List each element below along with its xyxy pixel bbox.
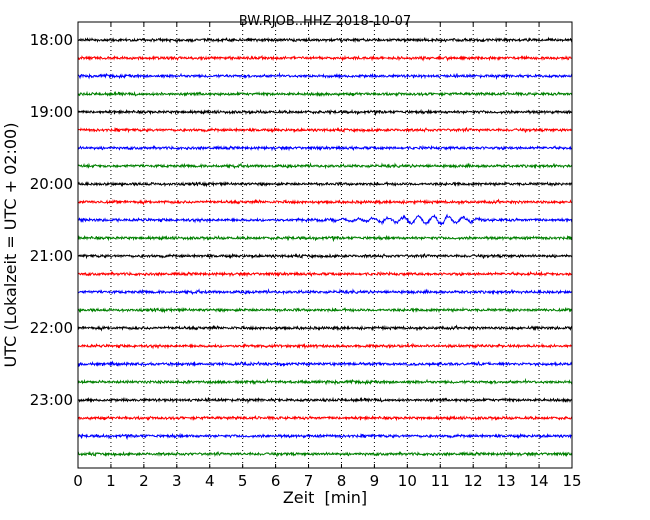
y-tick-label: 18:00 bbox=[30, 31, 73, 49]
x-tick-label: 6 bbox=[271, 472, 281, 490]
seismic-trace bbox=[77, 126, 573, 134]
seismic-trace bbox=[77, 432, 573, 441]
y-tick-label: 23:00 bbox=[30, 391, 73, 409]
x-tick-label: 12 bbox=[464, 472, 483, 490]
x-axis: 0 1 2 3 4 5 6 7 8 9 10 11 12 13 14 15 bbox=[73, 22, 582, 490]
seismic-trace bbox=[77, 213, 573, 226]
seismic-trace bbox=[77, 396, 573, 404]
seismic-trace bbox=[77, 270, 573, 278]
y-axis-label: UTC (Lokalzeit = UTC + 02:00) bbox=[1, 123, 20, 368]
y-tick-label: 20:00 bbox=[30, 175, 73, 193]
y-tick-label: 19:00 bbox=[30, 103, 73, 121]
x-tick-label: 14 bbox=[530, 472, 549, 490]
seismic-trace bbox=[77, 180, 573, 188]
seismic-trace bbox=[77, 342, 573, 350]
seismic-trace bbox=[77, 288, 573, 296]
seismic-trace bbox=[77, 377, 573, 386]
x-tick-label: 10 bbox=[398, 472, 417, 490]
x-tick-label: 5 bbox=[238, 472, 248, 490]
x-tick-label: 1 bbox=[106, 472, 116, 490]
seismic-trace bbox=[77, 360, 573, 368]
x-tick-label: 13 bbox=[497, 472, 516, 490]
x-tick-label: 8 bbox=[337, 472, 347, 490]
seismic-trace bbox=[77, 324, 573, 332]
y-tick-label: 22:00 bbox=[30, 319, 73, 337]
seismic-trace bbox=[77, 252, 573, 260]
x-tick-label: 7 bbox=[304, 472, 314, 490]
x-tick-label: 4 bbox=[205, 472, 215, 490]
x-axis-label: Zeit [min] bbox=[283, 488, 367, 507]
x-tick-label: 0 bbox=[73, 472, 83, 490]
seismic-trace bbox=[77, 90, 573, 98]
seismic-trace bbox=[77, 36, 573, 45]
x-tick-label: 15 bbox=[562, 472, 581, 490]
seismic-trace bbox=[77, 450, 573, 458]
seismic-trace bbox=[77, 54, 573, 62]
x-tick-label: 3 bbox=[172, 472, 182, 490]
plot-frame bbox=[77, 21, 573, 469]
seismic-trace bbox=[77, 414, 573, 422]
x-tick-label: 11 bbox=[431, 472, 450, 490]
seismic-trace bbox=[77, 108, 573, 117]
y-axis: 18:00 19:00 20:00 21:00 22:00 23:00 bbox=[30, 31, 572, 409]
seismic-trace bbox=[77, 198, 573, 206]
seismic-trace bbox=[77, 162, 573, 170]
x-tick-label: 9 bbox=[370, 472, 380, 490]
x-tick-label: 2 bbox=[139, 472, 149, 490]
y-tick-label: 21:00 bbox=[30, 247, 73, 265]
seismic-trace bbox=[77, 234, 573, 243]
trace-group bbox=[77, 36, 573, 458]
seismic-trace bbox=[77, 71, 573, 80]
seismic-trace bbox=[77, 144, 573, 152]
seismic-trace bbox=[77, 306, 573, 314]
